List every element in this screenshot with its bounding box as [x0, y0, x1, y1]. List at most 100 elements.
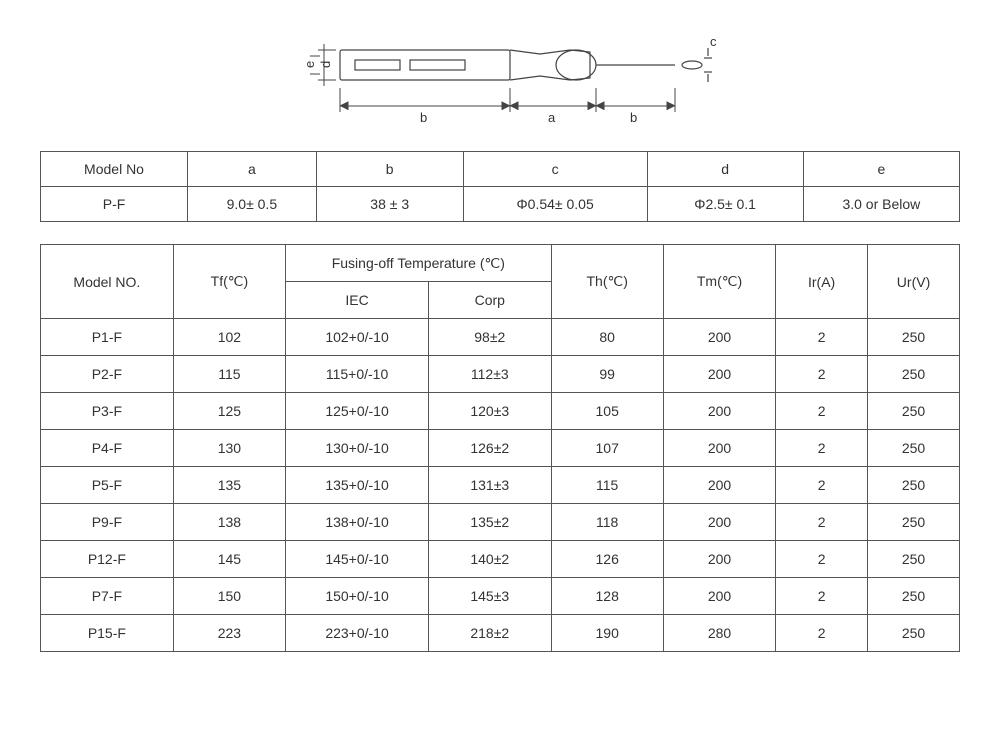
spec-cell-th: 107	[551, 430, 663, 467]
spec-cell-iec: 223+0/-10	[286, 615, 429, 652]
spec-cell-tf: 135	[173, 467, 285, 504]
spec-cell-tf: 150	[173, 578, 285, 615]
spec-header-iec: IEC	[286, 282, 429, 319]
spec-cell-ur: 250	[868, 319, 960, 356]
spec-cell-tm: 200	[663, 578, 775, 615]
table-row: P9-F138138+0/-10135±21182002250	[41, 504, 960, 541]
dims-header-d: d	[647, 152, 803, 187]
spec-header-tf: Tf(℃)	[173, 245, 285, 319]
dim-label-d: d	[318, 61, 333, 68]
spec-cell-tm: 200	[663, 541, 775, 578]
spec-cell-model: P7-F	[41, 578, 174, 615]
spec-cell-tf: 130	[173, 430, 285, 467]
spec-cell-ur: 250	[868, 393, 960, 430]
spec-cell-corp: 145±3	[429, 578, 552, 615]
dim-label-a: a	[548, 110, 556, 125]
spec-cell-corp: 126±2	[429, 430, 552, 467]
spec-cell-ir: 2	[776, 578, 868, 615]
dims-val-d: Φ2.5± 0.1	[647, 187, 803, 222]
dims-header-e: e	[803, 152, 959, 187]
spec-cell-ir: 2	[776, 393, 868, 430]
spec-cell-th: 128	[551, 578, 663, 615]
spec-cell-th: 115	[551, 467, 663, 504]
dims-header-model: Model No	[41, 152, 188, 187]
table-row: P3-F125125+0/-10120±31052002250	[41, 393, 960, 430]
table-row: P4-F130130+0/-10126±21072002250	[41, 430, 960, 467]
table-row: P7-F150150+0/-10145±31282002250	[41, 578, 960, 615]
spec-cell-tm: 200	[663, 467, 775, 504]
table-row: P12-F145145+0/-10140±21262002250	[41, 541, 960, 578]
spec-cell-ir: 2	[776, 467, 868, 504]
spec-header-ir: Ir(A)	[776, 245, 868, 319]
spec-cell-th: 190	[551, 615, 663, 652]
spec-cell-ir: 2	[776, 541, 868, 578]
component-diagram: b a b d e c	[40, 20, 960, 133]
spec-cell-tm: 200	[663, 393, 775, 430]
dims-model: P-F	[41, 187, 188, 222]
spec-cell-ur: 250	[868, 430, 960, 467]
spec-header-model: Model NO.	[41, 245, 174, 319]
spec-cell-th: 126	[551, 541, 663, 578]
dims-header-c: c	[463, 152, 647, 187]
spec-header-fusing: Fusing-off Temperature (℃)	[286, 245, 551, 282]
spec-cell-corp: 218±2	[429, 615, 552, 652]
dim-label-b: b	[420, 110, 427, 125]
spec-cell-ir: 2	[776, 615, 868, 652]
spec-cell-ur: 250	[868, 541, 960, 578]
spec-cell-tm: 200	[663, 319, 775, 356]
dimensions-table: Model No a b c d e P-F 9.0± 0.5 38 ± 3 Φ…	[40, 151, 960, 222]
spec-header-th: Th(℃)	[551, 245, 663, 319]
spec-cell-corp: 135±2	[429, 504, 552, 541]
spec-cell-model: P15-F	[41, 615, 174, 652]
spec-cell-tf: 125	[173, 393, 285, 430]
spec-cell-model: P3-F	[41, 393, 174, 430]
spec-cell-ur: 250	[868, 578, 960, 615]
spec-header-ur: Ur(V)	[868, 245, 960, 319]
spec-table: Model NO. Tf(℃) Fusing-off Temperature (…	[40, 244, 960, 652]
spec-cell-tm: 280	[663, 615, 775, 652]
spec-cell-tf: 223	[173, 615, 285, 652]
dims-val-e: 3.0 or Below	[803, 187, 959, 222]
spec-cell-ir: 2	[776, 504, 868, 541]
table-row: P1-F102102+0/-1098±2802002250	[41, 319, 960, 356]
dim-label-b2: b	[630, 110, 637, 125]
spec-header-corp: Corp	[429, 282, 552, 319]
spec-cell-model: P9-F	[41, 504, 174, 541]
dims-val-b: 38 ± 3	[316, 187, 463, 222]
spec-cell-tf: 138	[173, 504, 285, 541]
spec-cell-th: 80	[551, 319, 663, 356]
table-row: P5-F135135+0/-10131±31152002250	[41, 467, 960, 504]
spec-cell-ir: 2	[776, 319, 868, 356]
spec-cell-iec: 145+0/-10	[286, 541, 429, 578]
spec-cell-iec: 150+0/-10	[286, 578, 429, 615]
spec-cell-iec: 135+0/-10	[286, 467, 429, 504]
spec-cell-ir: 2	[776, 356, 868, 393]
spec-cell-ur: 250	[868, 504, 960, 541]
spec-cell-iec: 138+0/-10	[286, 504, 429, 541]
spec-cell-model: P5-F	[41, 467, 174, 504]
spec-cell-tm: 200	[663, 430, 775, 467]
spec-cell-model: P4-F	[41, 430, 174, 467]
spec-cell-ir: 2	[776, 430, 868, 467]
table-row: P-F 9.0± 0.5 38 ± 3 Φ0.54± 0.05 Φ2.5± 0.…	[41, 187, 960, 222]
dim-label-e: e	[302, 61, 317, 68]
spec-cell-th: 118	[551, 504, 663, 541]
spec-cell-corp: 131±3	[429, 467, 552, 504]
dims-header-a: a	[188, 152, 317, 187]
spec-cell-tf: 115	[173, 356, 285, 393]
spec-cell-model: P1-F	[41, 319, 174, 356]
table-row: P15-F223223+0/-10218±21902802250	[41, 615, 960, 652]
dims-header-b: b	[316, 152, 463, 187]
spec-cell-model: P12-F	[41, 541, 174, 578]
spec-cell-th: 105	[551, 393, 663, 430]
spec-cell-ur: 250	[868, 356, 960, 393]
spec-cell-th: 99	[551, 356, 663, 393]
spec-cell-tf: 102	[173, 319, 285, 356]
spec-cell-model: P2-F	[41, 356, 174, 393]
dims-val-a: 9.0± 0.5	[188, 187, 317, 222]
table-row: Model No a b c d e	[41, 152, 960, 187]
table-row: P2-F115115+0/-10112±3992002250	[41, 356, 960, 393]
spec-cell-corp: 140±2	[429, 541, 552, 578]
spec-cell-tm: 200	[663, 356, 775, 393]
spec-cell-iec: 115+0/-10	[286, 356, 429, 393]
